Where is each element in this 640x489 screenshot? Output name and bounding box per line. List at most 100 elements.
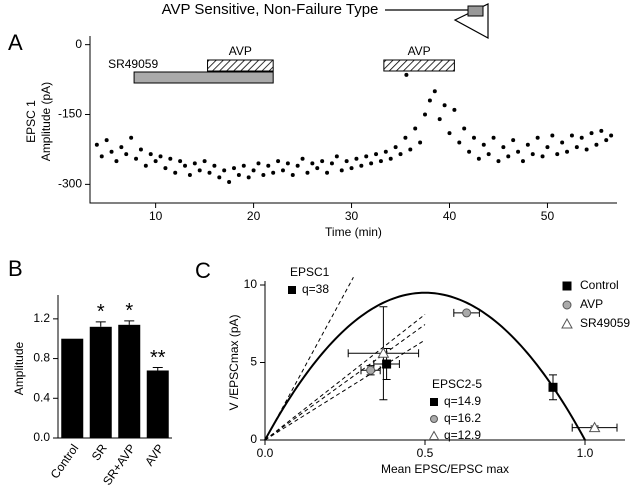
fit-label: q=14.9	[444, 394, 481, 408]
data-point	[329, 161, 334, 166]
data-point	[511, 138, 516, 143]
error-bar	[152, 367, 163, 371]
data-point	[565, 149, 570, 154]
data-point	[418, 140, 423, 145]
data-point	[104, 138, 109, 143]
data-point	[187, 173, 192, 178]
axis-line	[89, 36, 617, 204]
data-point	[138, 147, 143, 152]
data-point	[589, 131, 594, 136]
data-point	[119, 145, 124, 150]
data-point	[354, 156, 359, 161]
x-tick-label: 50	[541, 209, 555, 223]
data-point	[236, 173, 241, 178]
y-axis-label: V /EPSCmax (pA)	[227, 314, 241, 410]
data-point	[158, 154, 163, 159]
legend-marker	[562, 300, 572, 310]
y-tick-label: 0.0	[33, 430, 50, 444]
bar	[146, 370, 169, 438]
fit-label: q=16.2	[444, 411, 481, 425]
data-point	[344, 159, 349, 164]
data-point	[315, 166, 320, 171]
y-tick-label: -300	[58, 177, 82, 191]
y-tick-label: 10	[244, 277, 258, 291]
data-point	[423, 112, 428, 117]
x-tick-label: 0.0	[257, 446, 274, 460]
data-point	[280, 168, 285, 173]
data-point	[143, 163, 148, 168]
data-point	[266, 163, 271, 168]
data-point	[383, 149, 388, 154]
treatment-bar	[207, 59, 274, 72]
data-point	[359, 163, 364, 168]
data-point	[305, 170, 310, 175]
treatment-bar	[383, 59, 455, 72]
error-bar	[95, 321, 106, 327]
marker	[288, 286, 296, 294]
data-point	[452, 107, 457, 112]
data-point	[516, 149, 521, 154]
data-point	[163, 166, 168, 171]
legend-marker	[562, 281, 572, 291]
y-tick-label: 0	[250, 432, 257, 446]
data-point	[413, 126, 418, 131]
data-point	[251, 168, 256, 173]
data-point	[325, 170, 330, 175]
data-point	[545, 145, 550, 150]
data-point	[231, 166, 236, 171]
data-point	[535, 135, 540, 140]
data-point	[491, 135, 496, 140]
data-point	[388, 156, 393, 161]
data-point	[486, 152, 491, 157]
data-point	[393, 145, 398, 150]
data-point	[124, 152, 129, 157]
data-point	[173, 170, 178, 175]
x-tick-label: 0.5	[417, 446, 434, 460]
fit-label: q=12.9	[444, 428, 481, 442]
data-point	[134, 156, 139, 161]
x-tick-label: Control	[48, 442, 82, 482]
x-tick-label: 40	[443, 209, 457, 223]
treatment-bar	[133, 71, 274, 84]
y-axis-label: Amplitude	[12, 342, 26, 396]
data-point	[334, 154, 339, 159]
data-point	[604, 138, 609, 143]
data-point	[404, 72, 409, 77]
fit-label: q=38	[302, 282, 329, 296]
x-axis-label: Mean EPSC/EPSC max	[381, 462, 509, 476]
y-tick-label: 0.4	[33, 390, 50, 404]
y-axis-label: Amplitude (pA)	[39, 82, 53, 161]
marker	[588, 421, 601, 433]
data-point	[290, 173, 295, 178]
data-point	[369, 161, 374, 166]
data-point	[153, 159, 158, 164]
legend-label: SR49059	[580, 316, 630, 330]
fit-curve	[264, 291, 586, 441]
significance-label: *	[97, 301, 105, 323]
data-point	[555, 152, 560, 157]
data-point	[447, 131, 452, 136]
x-tick-label: AVP	[142, 442, 167, 469]
data-point	[183, 163, 188, 168]
x-tick-label: 10	[149, 209, 163, 223]
treatment-label: AVP	[229, 44, 252, 58]
bar	[89, 326, 112, 438]
data-point	[222, 168, 227, 173]
electrode-schematic	[385, 3, 489, 40]
data-point	[320, 159, 325, 164]
data-point	[540, 154, 545, 159]
data-point	[168, 156, 173, 161]
data-point	[609, 133, 614, 138]
data-point	[349, 166, 354, 171]
y-tick-label: 5	[250, 355, 257, 369]
marker	[462, 308, 472, 318]
data-point	[197, 168, 202, 173]
data-point	[476, 156, 481, 161]
panel-label: C	[195, 258, 211, 283]
data-point	[114, 159, 119, 164]
error-bar	[124, 320, 135, 325]
data-point	[584, 147, 589, 152]
legend-label: Control	[580, 278, 619, 292]
y-tick-label: 0.8	[33, 351, 50, 365]
